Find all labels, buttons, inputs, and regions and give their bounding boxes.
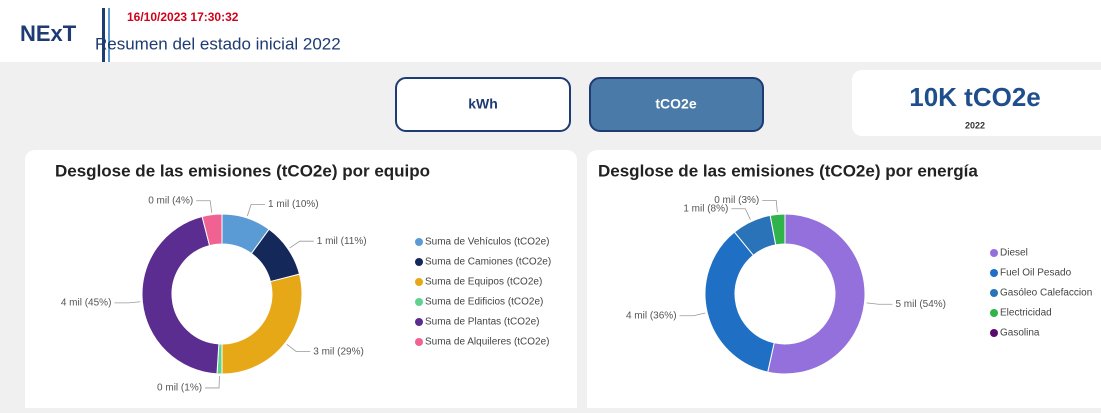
legend-label: Suma de Camiones (tCO2e) — [425, 257, 551, 268]
leader-line — [679, 312, 706, 317]
header-divider — [102, 8, 105, 62]
leader-line — [196, 200, 213, 213]
legend-label: Suma de Plantas (tCO2e) — [425, 317, 540, 328]
kpi-caption: 2022 — [965, 120, 985, 130]
timestamp: 16/10/2023 17:30:32 — [127, 10, 239, 24]
leader-line — [114, 301, 141, 304]
data-label: 4 mil (36%) — [626, 310, 677, 321]
legend-marker — [415, 298, 423, 306]
legend-marker — [990, 309, 998, 317]
legend-label: Suma de Vehículos (tCO2e) — [425, 237, 550, 248]
data-label: 1 mil (8%) — [683, 203, 728, 214]
wedge — [201, 213, 223, 247]
data-label: 1 mil (11%) — [317, 236, 367, 247]
kpi-value: 10K tCO2e — [909, 82, 1041, 112]
page-title: Resumen del estado inicial 2022 — [95, 34, 341, 53]
data-label: 0 mil (1%) — [157, 383, 202, 394]
legend-label: Gasolina — [1000, 328, 1040, 339]
legend-marker — [415, 278, 423, 286]
tco2e-button[interactable] — [589, 77, 764, 132]
legend-label: Fuel Oil Pesado — [1000, 268, 1072, 279]
kwh-button[interactable] — [395, 77, 571, 132]
legend-label: Suma de Equipos (tCO2e) — [425, 277, 542, 288]
wedge — [704, 231, 775, 373]
header-bar — [0, 0, 1101, 62]
leader-line — [286, 343, 311, 353]
wedge — [767, 213, 866, 375]
leader-line — [289, 240, 314, 249]
leader-line — [246, 204, 266, 217]
data-label: 4 mil (45%) — [61, 297, 112, 308]
legend-label: Electricidad — [1000, 308, 1052, 319]
data-label: 5 mil (54%) — [895, 299, 946, 310]
tco2e-button-label[interactable]: tCO2e — [655, 96, 696, 112]
legend-label: Diesel — [1000, 248, 1028, 259]
legend-marker — [415, 318, 423, 326]
data-label: 0 mil (4%) — [148, 195, 193, 206]
kpi-card — [852, 70, 1101, 136]
data-label: 0 mil (3%) — [714, 195, 759, 206]
legend-marker — [415, 338, 423, 346]
kwh-button-label[interactable]: kWh — [468, 96, 498, 112]
leader-line — [731, 208, 751, 220]
chart-title: Desglose de las emisiones (tCO2e) por en… — [598, 161, 978, 180]
leader-line — [762, 200, 778, 213]
legend-marker — [415, 238, 423, 246]
legend-label: Gasóleo Calefaccion — [1000, 288, 1092, 299]
wedge — [141, 215, 220, 375]
legend-marker — [990, 289, 998, 297]
legend-label: Suma de Edificios (tCO2e) — [425, 297, 543, 308]
data-label: 1 mil (10%) — [268, 199, 319, 210]
logo: NExT — [20, 21, 77, 46]
leader-line — [205, 375, 220, 389]
legend-marker — [990, 329, 998, 337]
legend-marker — [990, 249, 998, 257]
chart-title: Desglose de las emisiones (tCO2e) por eq… — [55, 161, 430, 180]
data-label: 3 mil (29%) — [313, 346, 364, 357]
legend-marker — [990, 269, 998, 277]
leader-line — [866, 302, 893, 305]
legend-marker — [415, 258, 423, 266]
legend-label: Suma de Alquileres (tCO2e) — [425, 337, 550, 348]
header-divider — [108, 8, 110, 62]
wedge — [769, 213, 786, 246]
